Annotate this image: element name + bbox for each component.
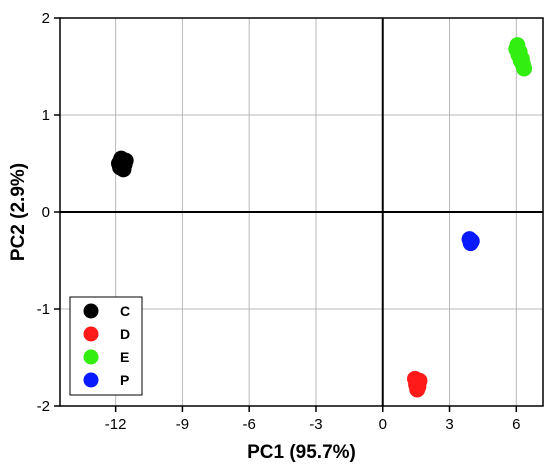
y-tick-label: -1 — [37, 301, 50, 318]
data-points — [110, 37, 533, 398]
x-tick-label: -9 — [176, 416, 189, 433]
legend-label: P — [120, 372, 129, 388]
legend-marker — [83, 372, 99, 388]
series-D — [407, 370, 428, 398]
series-C — [110, 150, 134, 178]
legend-marker — [83, 349, 99, 365]
data-point — [110, 155, 127, 172]
series-P — [461, 231, 480, 252]
x-tick-label: 6 — [512, 416, 520, 433]
x-tick-label: -3 — [309, 416, 322, 433]
x-tick-label: -6 — [243, 416, 256, 433]
legend-label: C — [120, 303, 130, 319]
legend-marker — [83, 303, 99, 319]
x-ticks: -12 -9 -6 -3 0 3 6 — [105, 406, 520, 433]
zero-lines — [60, 18, 543, 406]
y-ticks: -2 -1 0 1 2 — [37, 10, 60, 415]
y-tick-label: 2 — [42, 10, 50, 27]
y-tick-label: 0 — [42, 204, 50, 221]
legend-marker — [83, 326, 99, 342]
x-tick-label: 0 — [379, 416, 387, 433]
data-point — [462, 235, 479, 252]
data-point — [408, 376, 425, 393]
y-tick-label: -2 — [37, 398, 50, 415]
legend-box — [69, 296, 143, 396]
legend-label: E — [120, 349, 129, 365]
data-point — [513, 50, 530, 67]
y-tick-label: 1 — [42, 107, 50, 124]
y-axis-title: PC2 (2.9%) — [8, 163, 29, 261]
x-tick-label: -12 — [105, 416, 127, 433]
series-E — [508, 37, 533, 77]
x-tick-label: 3 — [445, 416, 453, 433]
x-axis-title: PC1 (95.7%) — [247, 442, 356, 463]
legend-label: D — [120, 326, 130, 342]
